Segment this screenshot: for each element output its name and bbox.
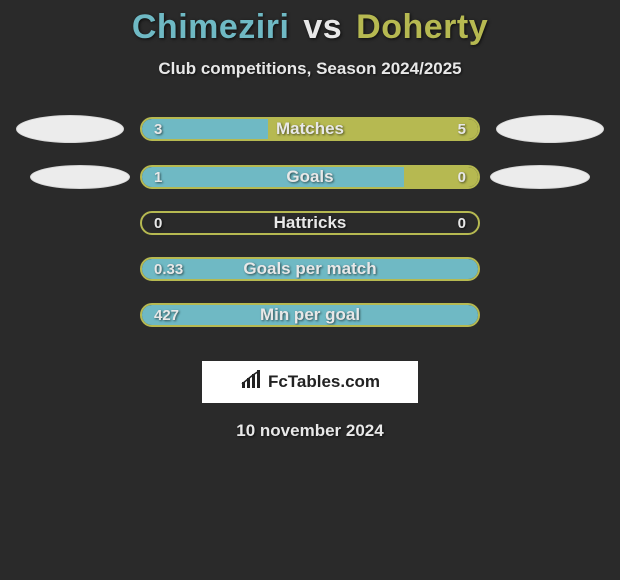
stat-row: 0.33Goals per match: [0, 257, 620, 281]
team-left-oval: [30, 165, 130, 189]
stat-bar: 427Min per goal: [140, 303, 480, 327]
title-right: Doherty: [356, 8, 488, 46]
team-left-oval: [16, 115, 124, 143]
title-vs: vs: [303, 8, 342, 46]
page-title: Chimeziri vs Doherty: [0, 0, 620, 47]
title-left: Chimeziri: [132, 8, 290, 46]
stat-label: Goals per match: [142, 259, 478, 279]
date-text: 10 november 2024: [0, 421, 620, 441]
stat-row: 427Min per goal: [0, 303, 620, 327]
stat-label: Min per goal: [142, 305, 478, 325]
stat-label: Hattricks: [142, 213, 478, 233]
stat-label: Goals: [142, 167, 478, 187]
stat-row: 10Goals: [0, 165, 620, 189]
comparison-rows: 35Matches 10Goals 00Hattricks 0.33Goals per…: [0, 115, 620, 349]
stat-row: 35Matches: [0, 115, 620, 143]
team-right-oval: [490, 165, 590, 189]
team-right-oval: [496, 115, 604, 143]
logo-text: FcTables.com: [268, 372, 380, 392]
stat-bar: 0.33Goals per match: [140, 257, 480, 281]
stat-row: 00Hattricks: [0, 211, 620, 235]
logo-box: FcTables.com: [202, 361, 418, 403]
stat-bar: 00Hattricks: [140, 211, 480, 235]
stat-label: Matches: [142, 119, 478, 139]
stat-bar: 35Matches: [140, 117, 480, 141]
subtitle: Club competitions, Season 2024/2025: [0, 59, 620, 79]
chart-icon: [240, 370, 264, 395]
stat-bar: 10Goals: [140, 165, 480, 189]
